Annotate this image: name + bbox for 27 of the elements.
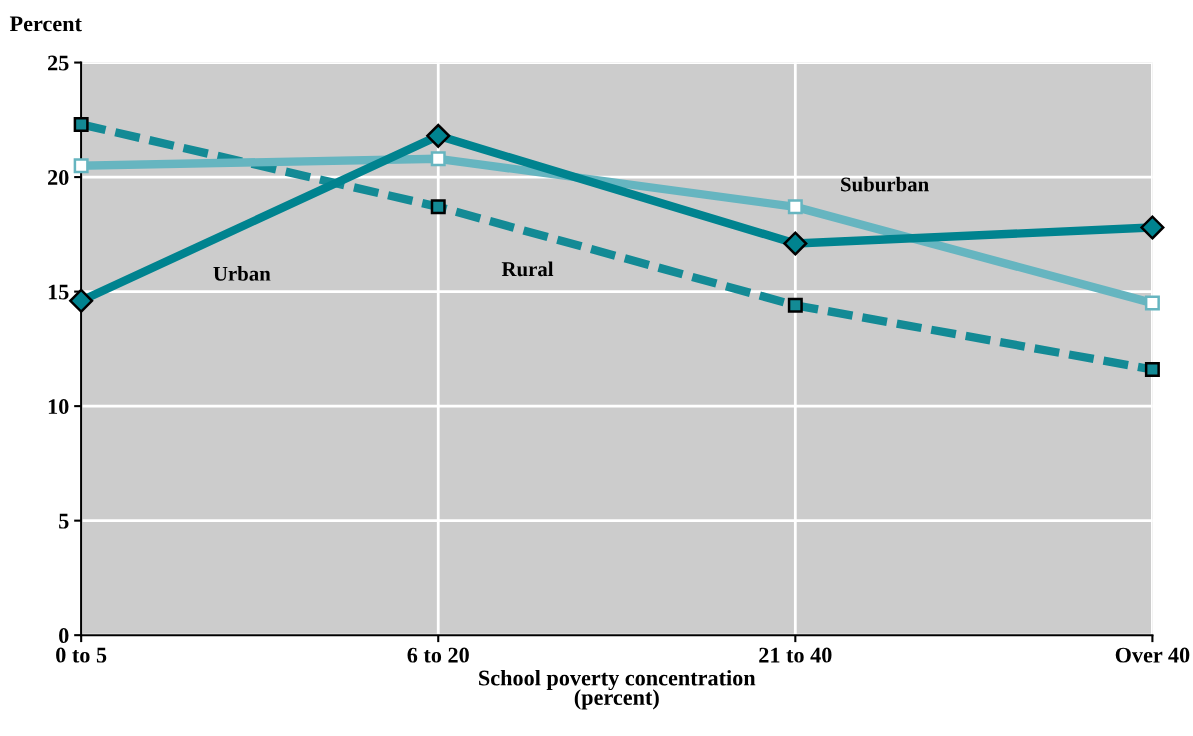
x-tick-label: 0 to 5 — [56, 647, 107, 663]
y-axis-title: Percent — [9, 16, 82, 32]
x-tick-label: Over 40 — [1115, 647, 1190, 663]
y-tick-label: 20 — [48, 170, 69, 186]
point — [787, 297, 803, 313]
point — [787, 199, 803, 215]
series-label: Urban — [213, 266, 271, 281]
series-label: Suburban — [841, 176, 929, 192]
point — [426, 123, 451, 148]
x-axis-title: School poverty concentration (percent) — [479, 669, 756, 710]
y-tick-label: 10 — [48, 399, 69, 415]
y-tick-label: 0 — [59, 628, 69, 644]
point — [73, 158, 89, 174]
point — [1144, 361, 1160, 377]
point — [430, 199, 446, 215]
point — [1140, 215, 1165, 240]
series-label: Rural — [501, 261, 554, 277]
point — [430, 151, 446, 167]
y-tick-label: 5 — [59, 513, 69, 529]
point — [783, 231, 808, 256]
x-tick-label: 6 to 20 — [407, 647, 469, 663]
x-tick-label: 21 to 40 — [759, 647, 832, 663]
point — [69, 288, 94, 313]
y-tick-label: 15 — [48, 284, 69, 300]
point — [1144, 295, 1160, 311]
y-tick-label: 25 — [48, 55, 69, 71]
point — [73, 116, 89, 132]
